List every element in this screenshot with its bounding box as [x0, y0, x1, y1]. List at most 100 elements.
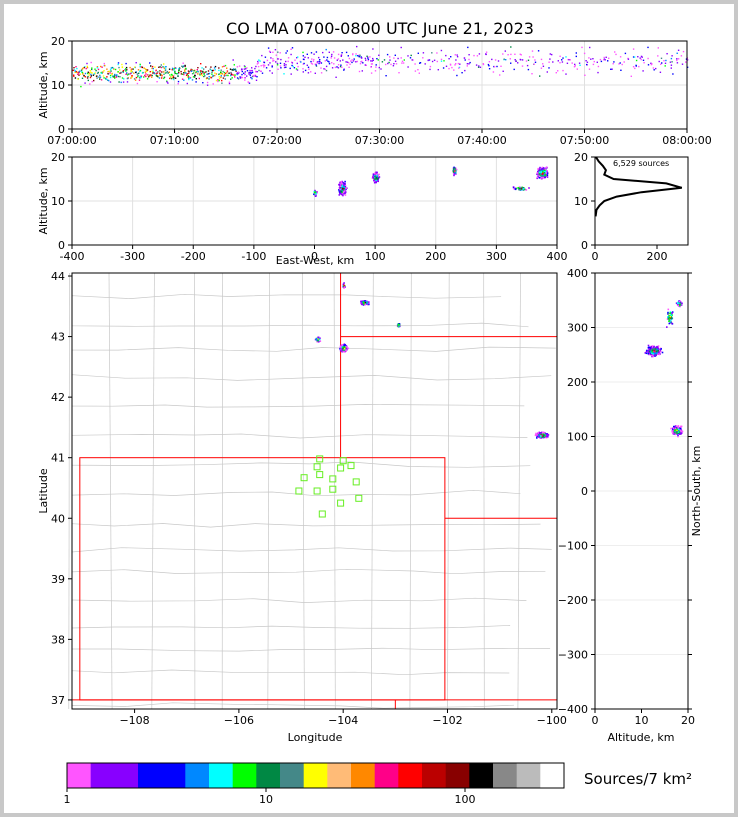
time-height-source — [522, 65, 523, 66]
time-height-source — [469, 62, 470, 63]
time-height-source — [136, 62, 137, 63]
time-height-source — [244, 66, 245, 67]
time-height-source — [145, 76, 146, 77]
time-height-source — [275, 61, 276, 62]
time-height-source — [190, 69, 191, 70]
time-height-source — [145, 69, 146, 70]
time-height-source — [244, 68, 245, 69]
time-height-source — [244, 74, 245, 75]
time-height-source — [407, 66, 408, 67]
time-height-source — [635, 65, 636, 66]
time-height-source — [153, 68, 154, 69]
time-height-source — [87, 73, 88, 74]
time-height-source — [151, 68, 152, 69]
time-height-source — [167, 82, 168, 83]
time-height-source — [91, 75, 92, 76]
time-height-source — [292, 47, 293, 48]
time-height-source — [603, 59, 604, 60]
time-height-source — [205, 71, 206, 72]
plan-source — [343, 285, 345, 287]
time-height-source — [302, 68, 303, 69]
time-height-source — [78, 75, 79, 76]
time-height-source — [121, 82, 122, 83]
time-height-source — [258, 59, 259, 60]
time-height-source — [158, 67, 159, 68]
ns-source — [658, 352, 660, 354]
time-height-source — [436, 52, 437, 53]
time-height-source — [264, 62, 265, 63]
time-height-source — [676, 60, 677, 61]
time-height-source — [288, 57, 289, 58]
time-height-source — [636, 60, 637, 61]
ew-source — [341, 183, 343, 185]
time-height-source — [95, 70, 96, 71]
time-height-source — [432, 61, 433, 62]
time-height-source — [349, 64, 350, 65]
time-height-source — [201, 73, 202, 74]
time-height-source — [277, 69, 278, 70]
ns-source — [655, 348, 657, 350]
time-height-source — [450, 64, 451, 65]
ns-source — [666, 326, 668, 328]
time-height-source — [643, 60, 644, 61]
time-height-source — [558, 60, 559, 61]
time-height-source — [118, 64, 119, 65]
time-height-source — [218, 70, 219, 71]
time-height-source — [671, 67, 672, 68]
time-height-source — [290, 49, 291, 50]
time-height-source — [125, 70, 126, 71]
time-height-source — [172, 68, 173, 69]
time-height-source — [613, 61, 614, 62]
time-height-source — [202, 71, 203, 72]
time-height-source — [139, 71, 140, 72]
ns-source — [669, 312, 671, 314]
time-height-source — [255, 75, 256, 76]
time-height-source — [296, 68, 297, 69]
plan-source — [537, 432, 539, 434]
time-height-source — [272, 52, 273, 53]
time-height-source — [188, 79, 189, 80]
time-height-source — [681, 55, 682, 56]
y-tick-label: −100 — [558, 540, 588, 553]
time-height-source — [85, 76, 86, 77]
ew-source — [341, 181, 343, 183]
time-height-source — [242, 77, 243, 78]
time-height-source — [347, 62, 348, 63]
time-height-source — [316, 62, 317, 63]
ew-source — [344, 192, 346, 194]
time-height-source — [221, 70, 222, 71]
time-height-source — [90, 77, 91, 78]
time-height-source — [678, 58, 679, 59]
time-height-source — [82, 68, 83, 69]
time-height-source — [318, 63, 319, 64]
ns-source — [651, 348, 653, 350]
time-height-source — [133, 68, 134, 69]
time-height-source — [448, 68, 449, 69]
time-height-source — [116, 76, 117, 77]
time-height-source — [489, 61, 490, 62]
time-height-source — [548, 62, 549, 63]
time-height-source — [550, 53, 551, 54]
time-height-source — [216, 80, 217, 81]
ew-source — [513, 188, 515, 190]
time-height-source — [237, 77, 238, 78]
time-height-source — [378, 55, 379, 56]
time-height-source — [280, 67, 281, 68]
time-height-source — [356, 46, 357, 47]
time-height-source — [331, 54, 332, 55]
time-height-source — [368, 60, 369, 61]
time-height-source — [137, 75, 138, 76]
colorbar-cell — [67, 763, 91, 788]
time-height-source — [161, 74, 162, 75]
ew-source — [339, 193, 341, 195]
y-tick-label: 0 — [58, 123, 65, 136]
time-height-source — [187, 83, 188, 84]
time-height-source — [185, 68, 186, 69]
ns-source — [673, 426, 675, 428]
time-height-source — [82, 78, 83, 79]
y-tick-label: 10 — [574, 195, 588, 208]
time-height-source — [620, 62, 621, 63]
time-height-source — [210, 77, 211, 78]
time-height-source — [109, 72, 110, 73]
time-height-source — [110, 77, 111, 78]
